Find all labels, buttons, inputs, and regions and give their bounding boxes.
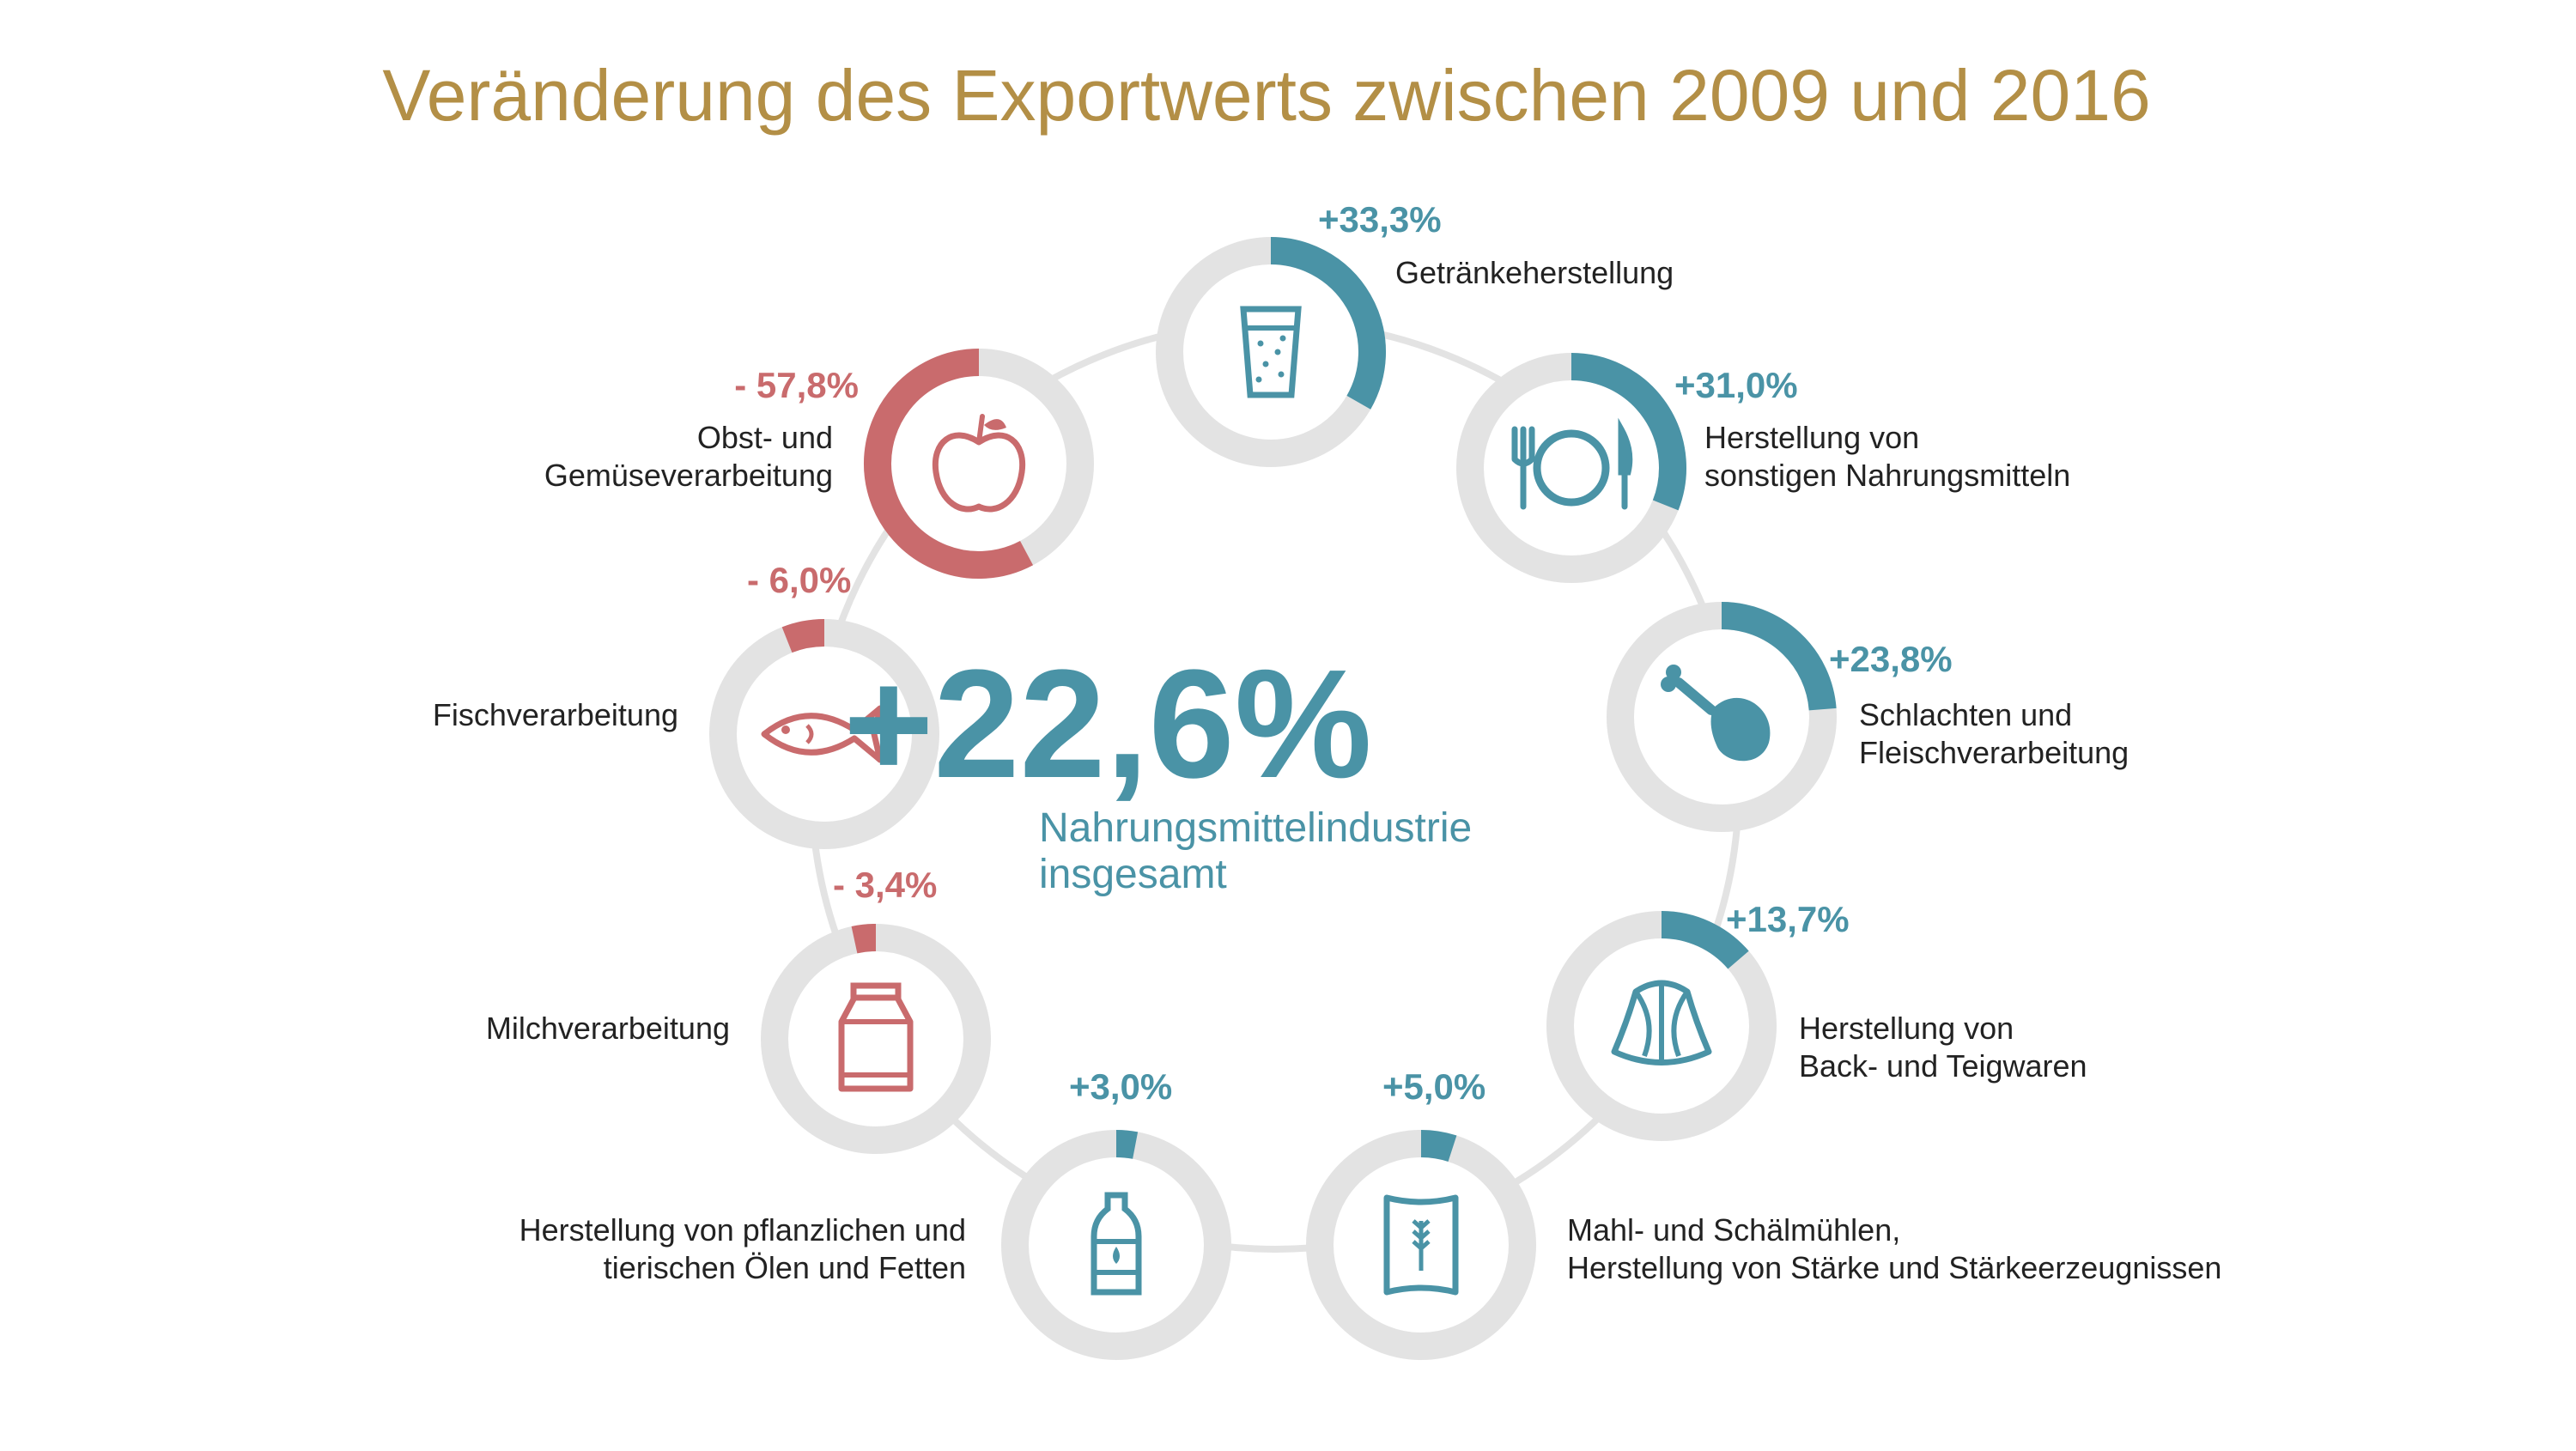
bottle-icon: [1091, 1192, 1142, 1296]
donut-value-arc: [1115, 1130, 1139, 1159]
value-label: +33,3%: [1318, 199, 1442, 240]
donut-value-arc: [1721, 602, 1837, 711]
value-label: +5,0%: [1382, 1066, 1485, 1107]
category-label: Obst- und: [697, 420, 833, 455]
value-label: +3,0%: [1069, 1066, 1172, 1107]
category-label: Herstellung von: [1799, 1011, 2014, 1046]
donut-value-arc: [1420, 1130, 1457, 1163]
milk-carton-icon: [838, 982, 914, 1092]
value-label: - 57,8%: [734, 365, 859, 405]
donut-value-arc: [781, 619, 825, 653]
drumstick-icon: [1661, 665, 1771, 762]
category-label: tierischen Ölen und Fetten: [604, 1250, 966, 1285]
total-value: +22,6%: [843, 638, 1372, 810]
category-label: Fleischverarbeitung: [1859, 735, 2129, 770]
category-label: sonstigen Nahrungsmitteln: [1704, 458, 2070, 493]
fish-icon: [761, 705, 884, 763]
flour-sack-icon: [1383, 1194, 1459, 1296]
donut-track: [1001, 1130, 1231, 1360]
glass-icon: [1240, 306, 1302, 398]
category-label: Gemüseverarbeitung: [544, 458, 833, 493]
plate-cutlery-icon: [1511, 417, 1633, 510]
value-label: - 6,0%: [747, 560, 851, 600]
donut-value-arc: [1571, 353, 1686, 511]
category-label: Herstellung von pflanzlichen und: [519, 1212, 966, 1248]
category-label: Herstellung von Stärke und Stärkeerzeugn…: [1567, 1250, 2221, 1285]
category-label: Back- und Teigwaren: [1799, 1048, 2087, 1084]
donut-value-arc: [864, 349, 1034, 579]
total-caption-line-1: Nahrungsmittelindustrie: [1039, 805, 1472, 851]
value-label: +23,8%: [1829, 639, 1953, 679]
category-label: Mahl- und Schälmühlen,: [1567, 1212, 1900, 1248]
croissant-icon: [1611, 980, 1712, 1065]
category-label: Herstellung von: [1704, 420, 1919, 455]
donut-track: [761, 924, 991, 1154]
apple-icon: [932, 414, 1026, 513]
chart-title: Veränderung des Exportwerts zwischen 200…: [382, 55, 2150, 136]
category-label: Milchverarbeitung: [486, 1011, 730, 1046]
donut-value-arc: [851, 924, 877, 954]
total-caption-line-2: insgesamt: [1039, 852, 1227, 897]
category-label: Fischverarbeitung: [433, 697, 678, 732]
category-label: Getränkeherstellung: [1395, 255, 1674, 290]
value-label: +13,7%: [1726, 899, 1850, 939]
value-label: - 3,4%: [833, 865, 937, 905]
donut-value-arc: [1270, 237, 1386, 410]
donut-value-arc: [1661, 911, 1749, 969]
category-label: Schlachten und: [1859, 697, 2072, 732]
donut-group: +33,3% Getränkeherstellung +31,0% Herstell…: [433, 199, 2221, 1360]
value-label: +31,0%: [1674, 365, 1798, 405]
